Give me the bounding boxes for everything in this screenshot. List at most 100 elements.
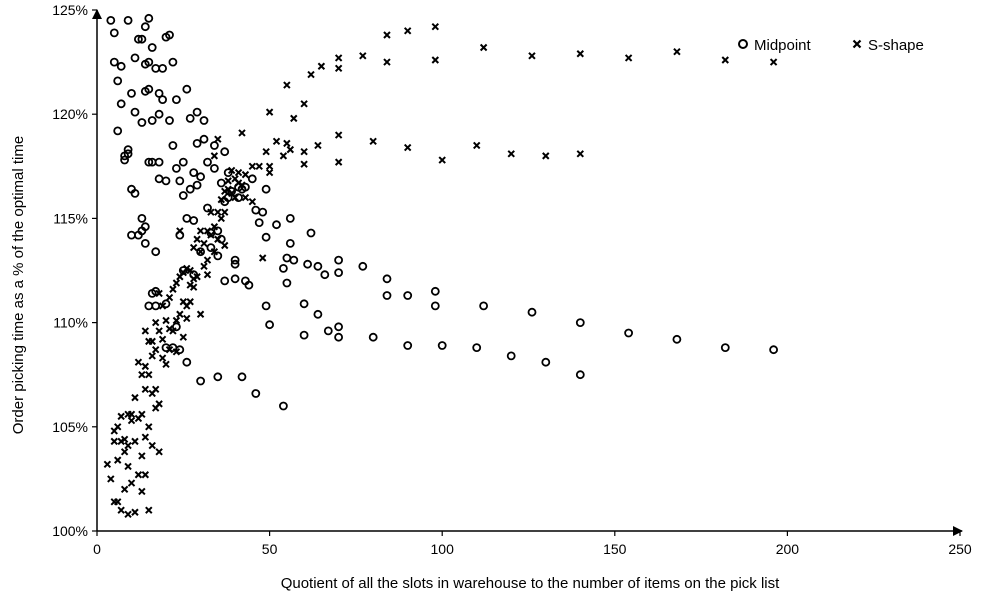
s-shape-point <box>189 243 198 252</box>
midpoint-point <box>140 222 150 232</box>
s-shape-point <box>131 508 139 516</box>
s-shape-point <box>473 141 481 150</box>
s-shape-point <box>403 27 412 35</box>
midpoint-point <box>192 107 202 117</box>
midpoint-point <box>769 345 778 355</box>
s-shape-point <box>172 316 181 325</box>
s-shape-point <box>138 410 146 419</box>
s-shape-point <box>227 166 236 175</box>
midpoint-point <box>575 370 585 380</box>
s-shape-point <box>286 145 295 154</box>
s-shape-point <box>120 435 129 444</box>
s-shape-point <box>196 310 205 318</box>
midpoint-point <box>541 357 551 367</box>
s-shape-point <box>262 148 270 156</box>
legend-s-shape-marker <box>852 39 862 49</box>
midpoint-point <box>230 255 240 265</box>
midpoint-point <box>199 116 209 125</box>
midpoint-point <box>154 157 164 167</box>
s-shape-point <box>383 31 391 39</box>
s-shape-point <box>265 162 274 171</box>
midpoint-point <box>175 345 185 355</box>
s-shape-point <box>258 254 267 262</box>
midpoint-point <box>154 174 164 184</box>
midpoint-point <box>123 145 133 155</box>
s-shape-point <box>673 47 681 56</box>
s-shape-point <box>576 50 584 58</box>
midpoint-point <box>251 389 261 398</box>
midpoint-point <box>278 263 288 273</box>
s-shape-point <box>359 52 367 60</box>
s-shape-point <box>165 293 174 302</box>
s-shape-point <box>155 448 163 456</box>
midpoint-point <box>213 372 223 382</box>
midpoint-point <box>182 84 192 94</box>
midpoint-point <box>113 126 123 136</box>
midpoint-point <box>282 253 292 263</box>
s-shape-point <box>241 193 250 202</box>
midpoint-point <box>151 286 161 296</box>
legend-midpoint-label: Midpoint <box>754 37 812 54</box>
s-shape-point <box>334 131 343 139</box>
s-shape-point <box>114 498 122 506</box>
s-shape-point <box>300 148 308 156</box>
midpoint-point <box>575 318 585 328</box>
s-shape-point <box>307 70 315 79</box>
midpoint-point <box>189 168 199 178</box>
y-tick-label: 100% <box>52 523 88 539</box>
s-shape-point <box>107 475 115 483</box>
midpoint-point <box>720 343 730 353</box>
x-tick-label: 50 <box>262 541 278 557</box>
s-shape-point <box>141 362 150 371</box>
midpoint-point <box>624 328 633 338</box>
y-axis-ticks: 100% 105% 110% 115% 120% 125% <box>52 2 97 539</box>
midpoint-point <box>168 57 178 67</box>
y-tick-label: 120% <box>52 106 88 122</box>
s-shape-point <box>124 462 132 471</box>
midpoint-point <box>334 322 344 332</box>
midpoint-point <box>282 278 292 288</box>
midpoint-point <box>220 276 230 286</box>
midpoint-point <box>182 357 192 367</box>
midpoint-point <box>165 116 174 125</box>
s-shape-point <box>334 54 343 62</box>
midpoint-point <box>203 203 212 213</box>
s-shape-point <box>238 129 246 137</box>
s-shape-point <box>248 162 257 171</box>
s-shape-point <box>528 52 536 60</box>
midpoint-point <box>196 172 206 182</box>
midpoint-point <box>144 301 154 311</box>
s-shape-point <box>114 456 122 464</box>
midpoint-point <box>285 238 295 248</box>
s-shape-point <box>431 56 440 64</box>
midpoint-point <box>130 107 140 117</box>
s-shape-point <box>200 262 208 271</box>
midpoint-point <box>299 330 309 340</box>
midpoint-point <box>430 286 440 296</box>
midpoint-point <box>265 320 275 330</box>
s-shape-point <box>403 143 412 152</box>
midpoint-point <box>382 274 392 284</box>
s-shape-point <box>169 327 177 335</box>
midpoint-point <box>185 114 195 123</box>
s-shape-point <box>265 108 274 116</box>
s-shape-point <box>124 510 132 519</box>
legend-s-shape-label: S-shape <box>868 37 924 54</box>
s-shape-point <box>193 273 201 281</box>
midpoint-point <box>358 261 368 271</box>
midpoint-point <box>161 176 171 186</box>
s-shape-point <box>210 248 219 256</box>
s-shape-point <box>151 318 160 327</box>
s-shape-point <box>176 310 184 318</box>
s-shape-point <box>214 235 222 243</box>
s-shape-point <box>221 241 229 250</box>
s-shape-point <box>193 235 201 243</box>
s-shape-point <box>721 56 729 64</box>
s-shape-point <box>110 437 118 446</box>
s-shape-point <box>279 152 288 160</box>
s-shape-point <box>255 162 263 171</box>
s-shape-point <box>158 335 167 343</box>
s-shape-point <box>138 487 146 496</box>
midpoint-point <box>144 57 154 67</box>
x-tick-label: 0 <box>93 541 101 557</box>
